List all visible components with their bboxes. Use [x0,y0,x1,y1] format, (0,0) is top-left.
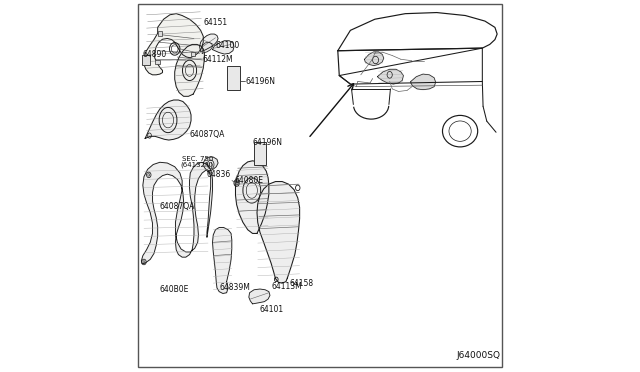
Text: 64196N: 64196N [253,138,282,147]
Polygon shape [144,14,204,75]
Polygon shape [212,41,234,54]
Polygon shape [364,52,384,65]
Text: 64113M: 64113M [271,282,302,291]
Text: 64080E: 64080E [234,176,263,185]
Text: 64087QA: 64087QA [160,202,195,211]
Bar [142,55,150,65]
Bar [254,141,266,164]
Bar [156,60,160,64]
Polygon shape [212,228,232,294]
Text: 64836: 64836 [207,170,231,179]
Polygon shape [411,74,436,90]
Polygon shape [249,289,270,304]
Bar [191,52,195,56]
Text: 64196N: 64196N [245,77,275,86]
Text: SEC. 750: SEC. 750 [182,155,214,161]
Polygon shape [145,100,191,140]
Polygon shape [257,182,300,283]
Polygon shape [175,44,204,96]
Polygon shape [141,162,212,264]
Text: 64839M: 64839M [219,283,250,292]
Polygon shape [204,157,218,172]
Bar [227,66,239,90]
Polygon shape [236,161,269,234]
Text: 64151: 64151 [204,18,227,27]
Polygon shape [200,34,218,52]
Text: 64112M: 64112M [202,55,233,64]
Polygon shape [202,42,212,53]
Text: 64101: 64101 [260,305,284,314]
Text: (64132N): (64132N) [180,162,214,169]
Text: 64087QA: 64087QA [189,130,225,140]
Text: 64100: 64100 [216,41,240,51]
Polygon shape [378,69,403,84]
Bar [157,31,162,36]
Text: 64890: 64890 [143,50,167,59]
Text: J64000SQ: J64000SQ [456,351,500,360]
Text: 64158: 64158 [290,279,314,288]
Text: 640B0E: 640B0E [160,285,189,294]
